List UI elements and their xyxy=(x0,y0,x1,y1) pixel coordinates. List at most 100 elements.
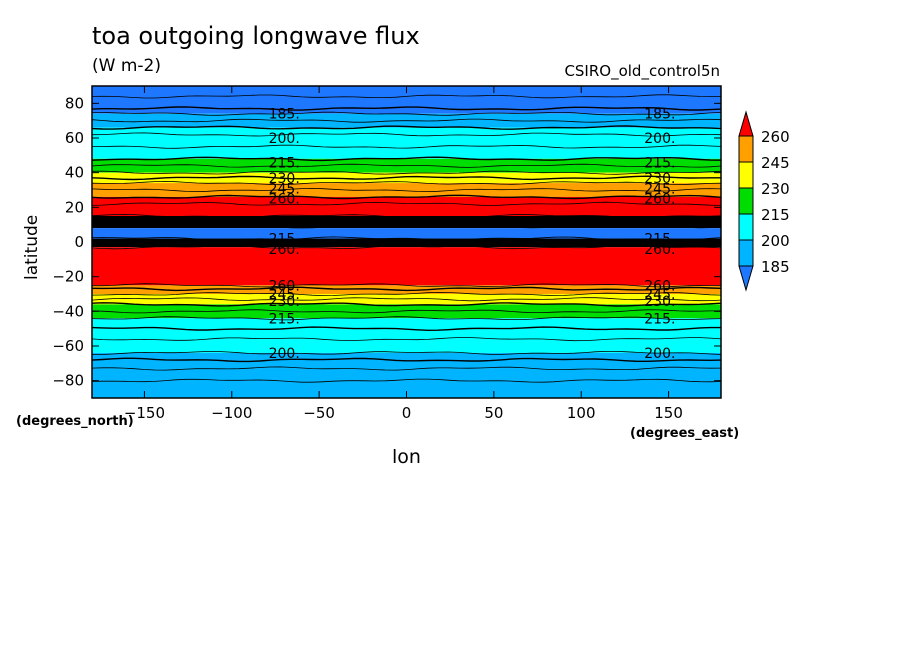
x-tick-label-3: 0 xyxy=(402,404,412,422)
contour-label-20: 230. xyxy=(269,294,300,310)
colorbar-segment-2 xyxy=(738,187,754,215)
contour-line-21 xyxy=(92,283,722,288)
contour-label-2: 200. xyxy=(269,131,300,147)
contour-line-3 xyxy=(91,118,722,123)
colorbar-label-3: 215 xyxy=(761,206,790,224)
contour-line-33 xyxy=(91,378,722,383)
contour-line-2 xyxy=(92,111,722,116)
colorbar-segment-4 xyxy=(738,239,754,267)
contour-line-4 xyxy=(91,125,722,130)
contour-label-15: 260. xyxy=(644,242,675,258)
contour-label-6: 230. xyxy=(269,171,300,187)
y-tick-label-2: −40 xyxy=(52,302,84,320)
band-6 xyxy=(92,196,721,216)
colorbar-segment-3 xyxy=(738,213,754,241)
contour-line-26 xyxy=(91,309,721,314)
contour-label-5: 215. xyxy=(644,155,675,171)
contour-line-15 xyxy=(91,213,722,219)
contour-line-25 xyxy=(91,302,722,307)
band-13 xyxy=(92,304,721,319)
run-name: CSIRO_old_control5n xyxy=(564,62,720,80)
contour-label-9: 245. xyxy=(644,181,675,197)
chart-units: (W m-2) xyxy=(92,56,161,76)
x-tick-label-6: 150 xyxy=(654,404,683,422)
contour-label-12: 215. xyxy=(269,232,300,248)
contour-line-5 xyxy=(91,132,722,137)
band-11 xyxy=(92,285,721,294)
x-tick-label-2: −50 xyxy=(303,404,335,422)
y-tick-label-5: 20 xyxy=(65,198,84,216)
y-tick-label-8: 80 xyxy=(65,94,84,112)
contour-label-24: 200. xyxy=(269,346,300,362)
colorbar-label-5: 185 xyxy=(761,258,790,276)
colorbar-label-0: 260 xyxy=(761,128,790,146)
contour-label-0: 185. xyxy=(269,107,300,123)
contour-label-25: 200. xyxy=(644,346,675,362)
contour-line-13 xyxy=(91,194,722,200)
chart-title: toa outgoing longwave flux xyxy=(92,22,420,50)
contour-line-24 xyxy=(91,297,722,302)
contour-label-23: 215. xyxy=(644,311,675,327)
contour-line-1 xyxy=(91,106,722,111)
contour-line-32 xyxy=(91,366,722,371)
contour-line-12 xyxy=(91,187,722,193)
band-14 xyxy=(92,318,721,353)
contour-line-11 xyxy=(91,180,722,186)
x-units-left: (degrees_north) xyxy=(16,414,134,429)
colorbar-bottom-arrow xyxy=(738,265,754,292)
y-tick-label-4: 0 xyxy=(74,233,84,251)
contour-label-18: 245. xyxy=(269,287,300,303)
contour-label-11: 260. xyxy=(644,192,675,208)
contour-label-3: 200. xyxy=(644,131,675,147)
contour-line-27 xyxy=(91,316,722,321)
contour-label-22: 215. xyxy=(269,311,300,327)
contour-line-29 xyxy=(91,337,722,342)
contour-line-17 xyxy=(91,224,722,229)
contour-line-31 xyxy=(91,357,722,363)
band-10 xyxy=(92,247,721,286)
contour-line-28 xyxy=(91,326,721,332)
y-tick-label-0: −80 xyxy=(52,372,84,390)
y-tick-label-6: 40 xyxy=(65,164,84,182)
contour-line-20 xyxy=(91,245,722,250)
contour-line-7 xyxy=(91,156,722,162)
colorbar-top-arrow xyxy=(738,110,754,137)
y-tick-label-1: −60 xyxy=(52,337,84,355)
band-4 xyxy=(92,172,721,184)
contour-line-18 xyxy=(91,236,722,241)
contour-label-7: 230. xyxy=(644,171,675,187)
contour-label-17: 260. xyxy=(644,278,675,294)
colorbar-label-1: 245 xyxy=(761,154,790,172)
contour-line-30 xyxy=(92,351,722,355)
x-tick-label-4: 50 xyxy=(484,404,503,422)
x-tick-label-5: 100 xyxy=(567,404,596,422)
y-tick-label-7: 60 xyxy=(65,129,84,147)
band-8 xyxy=(92,228,721,239)
colorbar-label-2: 230 xyxy=(761,180,790,198)
colorbar-segment-0 xyxy=(738,135,754,163)
contour-line-0 xyxy=(91,94,722,99)
contour-label-14: 260. xyxy=(269,242,300,258)
contour-line-14 xyxy=(91,201,722,206)
contour-line-16 xyxy=(91,218,722,224)
contour-line-22 xyxy=(91,286,722,292)
contour-label-8: 245. xyxy=(269,181,300,197)
y-tick-label-3: −20 xyxy=(52,268,84,286)
x-units-right: (degrees_east) xyxy=(630,426,740,441)
contour-label-4: 215. xyxy=(269,155,300,171)
contour-label-1: 185. xyxy=(644,107,675,123)
colorbar-label-4: 200 xyxy=(761,232,790,250)
colorbar-segment-1 xyxy=(738,161,754,189)
contour-line-23 xyxy=(91,291,722,297)
x-axis-label: lon xyxy=(392,446,421,468)
x-tick-label-0: −150 xyxy=(124,404,165,422)
contour-label-19: 245. xyxy=(644,287,675,303)
contour-line-10 xyxy=(91,175,721,181)
contour-label-10: 260. xyxy=(269,192,300,208)
contour-label-13: 215. xyxy=(644,232,675,248)
band-5 xyxy=(92,183,721,197)
contour-line-6 xyxy=(91,144,722,149)
contour-line-19 xyxy=(91,239,722,245)
x-tick-label-1: −100 xyxy=(211,404,252,422)
